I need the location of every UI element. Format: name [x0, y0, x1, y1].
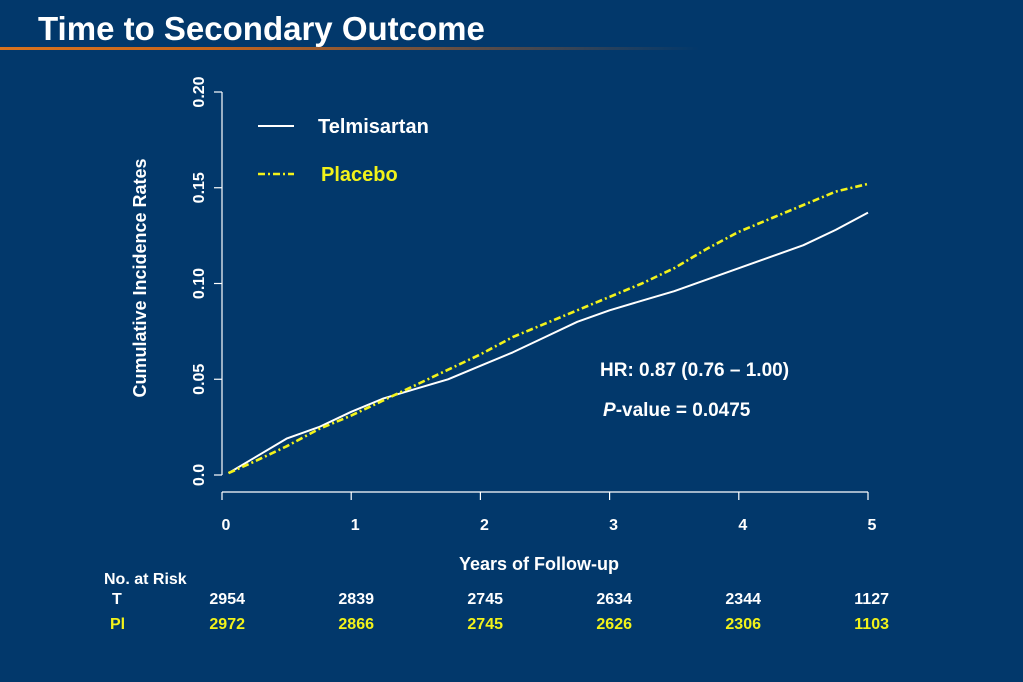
title-underline	[0, 47, 700, 50]
x-axis-label: Years of Follow-up	[459, 554, 619, 574]
slide-title: Time to Secondary Outcome	[38, 10, 485, 47]
x-tick-label: 2	[480, 517, 489, 534]
p-value-text: P-value = 0.0475	[603, 400, 751, 421]
y-tick-label: 0.20	[191, 76, 208, 107]
x-tick-label: 3	[609, 517, 618, 534]
x-tick-label: 4	[738, 517, 747, 534]
chart-series	[227, 182, 869, 475]
chart-legend: Telmisartan Placebo	[258, 116, 429, 186]
hazard-ratio-text: HR: 0.87 (0.76 – 1.00)	[600, 360, 789, 381]
series-line-placebo	[227, 182, 869, 475]
series-line-telmisartan	[227, 211, 869, 474]
y-tick-label: 0.10	[191, 268, 208, 299]
legend-label: Placebo	[321, 164, 398, 186]
y-axis-label: Cumulative Incidence Rates	[130, 158, 150, 397]
legend-label: Telmisartan	[318, 116, 429, 138]
x-tick-label: 5	[868, 517, 877, 534]
y-tick-label: 0.05	[191, 364, 208, 395]
p-value-italic: P	[603, 400, 616, 421]
p-value-rest: -value = 0.0475	[616, 400, 751, 421]
y-tick-label: 0.0	[191, 464, 208, 486]
chart-axes: 0 1 2 3 4 5 Years of Follow-up 0.0 0.05 0.10 0.15 0…	[130, 76, 877, 574]
y-tick-label: 0.15	[191, 172, 208, 203]
x-tick-label: 1	[351, 517, 360, 534]
x-tick-label: 0	[222, 517, 231, 534]
